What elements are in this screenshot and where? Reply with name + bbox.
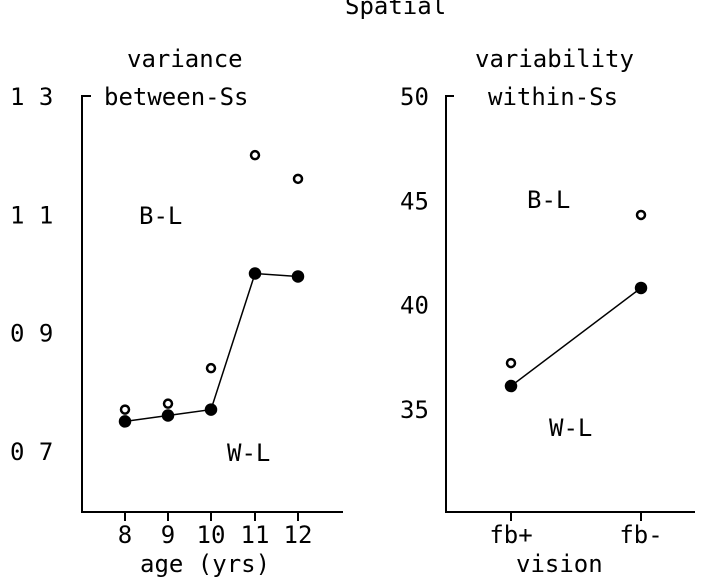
right-axes	[445, 95, 695, 513]
left-panel: variance between-Ss 0 7 0 9 1 1 1 3 8 9 10 11 1…	[10, 45, 343, 578]
left-x-tick-label: 10	[197, 521, 226, 549]
left-y-tick-label: 1 1	[10, 201, 53, 229]
left-x-tick-label: 11	[241, 521, 270, 549]
left-y-tick-label: 0 9	[10, 320, 53, 348]
right-point-bl	[505, 357, 517, 369]
right-point-wl	[634, 281, 648, 295]
left-y-tick-labels: 0 7 0 9 1 1 1 3	[10, 83, 53, 466]
right-y-tick-label: 45	[400, 187, 429, 215]
right-panel: variability within-Ss 35 40 45 50 fb+ fb- B-…	[400, 45, 695, 578]
left-plot-area	[118, 149, 305, 428]
right-y-tick-label: 50	[400, 83, 429, 111]
left-series-label-wl: W-L	[227, 439, 270, 467]
right-point-bl	[635, 209, 647, 221]
left-x-tick-label: 12	[284, 521, 313, 549]
right-x-tick-marks	[510, 512, 642, 521]
left-y-tick-label: 1 3	[10, 83, 53, 111]
left-point-bl	[205, 362, 217, 374]
left-point-bl	[162, 398, 174, 409]
right-x-tick-label: fb-	[619, 521, 662, 549]
right-x-tick-labels: fb+ fb-	[489, 521, 662, 549]
left-series-line-wl	[124, 272, 299, 423]
left-y-tick-label: 0 7	[10, 438, 53, 466]
right-title-line1: variability	[475, 45, 634, 73]
left-axes	[81, 95, 343, 513]
figure-title: Spatial	[345, 0, 446, 20]
right-series-label-bl: B-L	[527, 186, 570, 214]
right-y-tick-labels: 35 40 45 50	[400, 83, 429, 424]
left-x-axis-label: age (yrs)	[140, 550, 270, 578]
left-point-bl	[119, 404, 131, 415]
left-point-wl	[161, 409, 175, 422]
left-x-tick-label: 8	[118, 521, 132, 549]
left-series-label-bl: B-L	[139, 202, 182, 230]
left-point-bl	[292, 173, 304, 185]
right-y-tick-label: 35	[400, 396, 429, 424]
left-x-tick-labels: 8 9 10 11 12	[118, 521, 313, 549]
left-title-line2: between-Ss	[104, 83, 249, 111]
left-x-tick-label: 9	[161, 521, 175, 549]
left-title-line1: variance	[127, 45, 243, 73]
left-point-wl	[248, 267, 262, 280]
left-point-bl	[249, 149, 261, 161]
right-series-line-wl	[510, 287, 642, 387]
right-plot-area	[504, 209, 648, 393]
left-point-wl	[291, 270, 305, 283]
right-series-label-wl: W-L	[549, 414, 592, 442]
right-title-line2: within-Ss	[488, 83, 618, 111]
right-point-wl	[504, 379, 518, 393]
left-x-tick-marks	[124, 512, 299, 521]
right-x-tick-label: fb+	[489, 521, 532, 549]
left-point-wl	[204, 403, 218, 416]
left-point-wl	[118, 415, 132, 428]
right-y-tick-label: 40	[400, 292, 429, 320]
right-x-axis-label: vision	[516, 550, 603, 578]
